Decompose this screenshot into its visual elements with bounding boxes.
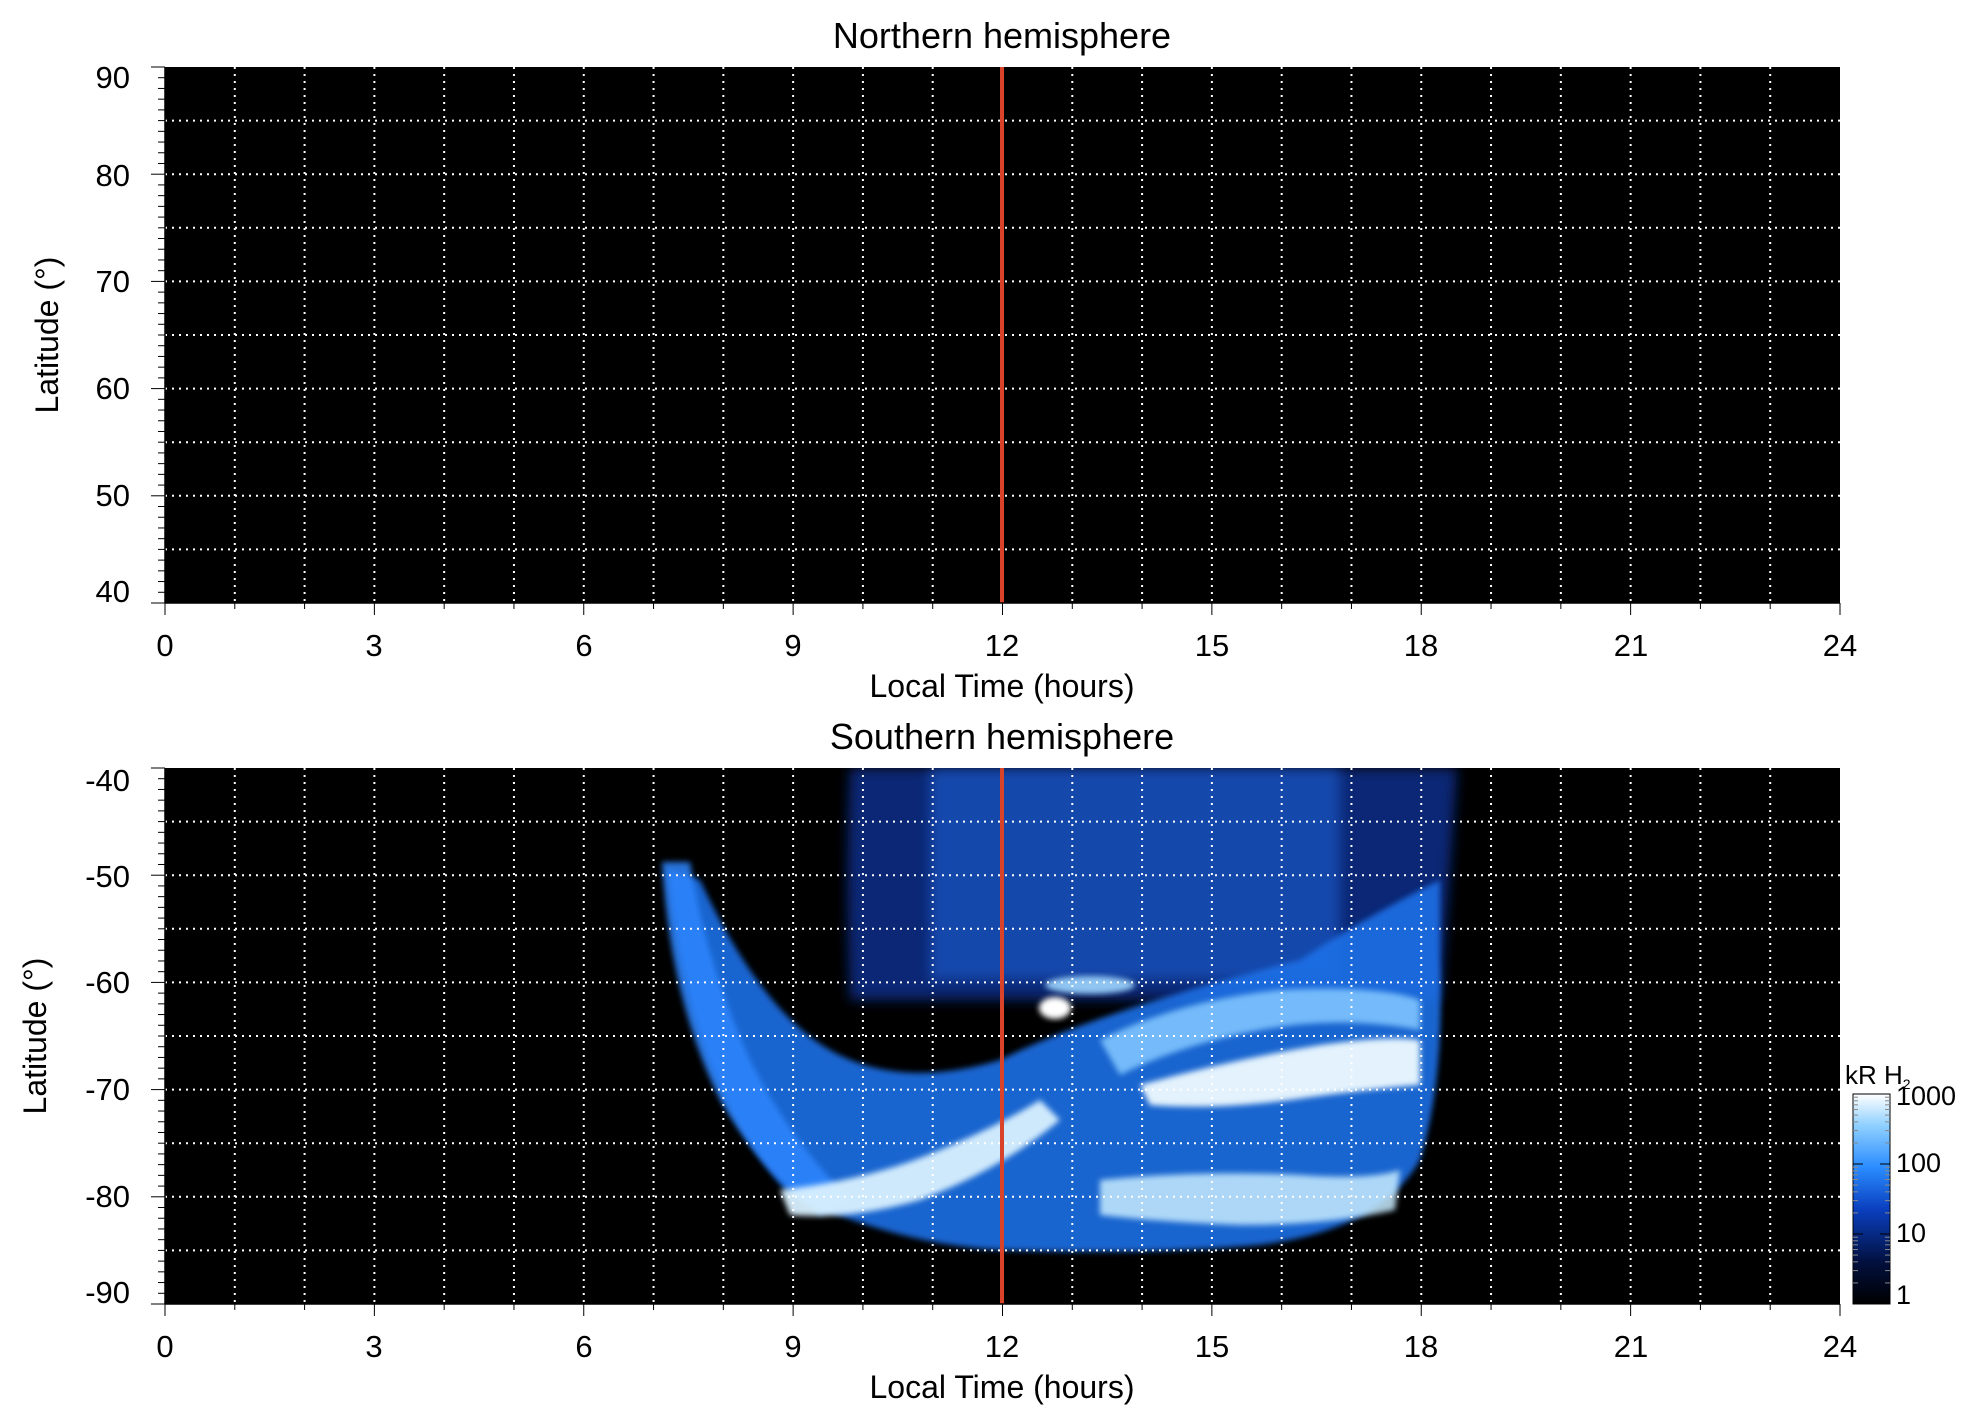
grid-lines (165, 67, 1840, 603)
x-tick-label: 24 (1823, 628, 1857, 663)
bright-oval-post-noon (1140, 1038, 1420, 1107)
main-oval-band (668, 870, 1441, 1252)
x-tick-label: 21 (1614, 1329, 1648, 1364)
x-tick-label: 6 (575, 628, 592, 663)
panel-title: Southern hemisphere (830, 716, 1174, 757)
colorbar-label: kR H2 (1845, 1060, 1911, 1092)
y-tick-label: -80 (85, 1179, 130, 1214)
y-minor-ticks (151, 66, 1841, 615)
noon-arc (1045, 976, 1135, 994)
x-tick-label: 3 (365, 1329, 382, 1364)
y-tick-label: 90 (96, 60, 130, 95)
x-tick-label: 18 (1404, 628, 1438, 663)
x-axis-label: Local Time (hours) (870, 668, 1135, 704)
y-axis-label: Latitude (°) (17, 958, 53, 1115)
colorbar-tick-label: 10 (1896, 1218, 1926, 1248)
x-tick-label: 9 (784, 1329, 801, 1364)
x-tick-label: 12 (985, 628, 1019, 663)
y-tick-label: -50 (85, 859, 130, 894)
y-tick-label: -70 (85, 1072, 130, 1107)
x-tick-label: 18 (1404, 1329, 1438, 1364)
x-tick-label: 15 (1195, 1329, 1229, 1364)
y-axis-label: Latitude (°) (29, 257, 65, 414)
dawn-arc-emission (662, 862, 850, 1215)
post-noon-diffuse-emission (930, 768, 1340, 980)
bright-oval-pre-noon (780, 1100, 1060, 1216)
y-tick-label: -60 (85, 965, 130, 1000)
y-tick-label: 70 (96, 264, 130, 299)
y-minor-ticks (151, 767, 1841, 1316)
y-tick-label: 40 (96, 574, 130, 609)
y-tick-label: -90 (85, 1275, 130, 1310)
panel-title: Northern hemisphere (833, 15, 1171, 56)
panel-northern: Northern hemisphere 90 80 70 60 50 40 0 … (29, 15, 1857, 704)
y-tick-label: 60 (96, 371, 130, 406)
oval-arc-upper (1100, 988, 1420, 1075)
x-axis-label: Local Time (hours) (870, 1369, 1135, 1405)
colorbar: kR H2 1000 100 10 1 (1845, 1060, 1956, 1310)
x-tick-label: 12 (985, 1329, 1019, 1364)
y-tick-label: -40 (85, 763, 130, 798)
y-tick-label: 80 (96, 158, 130, 193)
colorbar-gradient (1852, 1093, 1891, 1305)
y-tick-label: 50 (96, 478, 130, 513)
colorbar-minor-ticks (1853, 1096, 1890, 1305)
panel-southern: Southern hemisphere -40 -50 -60 -70 -80 (17, 716, 1857, 1405)
colorbar-tick-label: 1 (1896, 1280, 1911, 1310)
noon-bright-spot (1039, 997, 1071, 1019)
x-tick-label: 9 (784, 628, 801, 663)
x-tick-label: 24 (1823, 1329, 1857, 1364)
x-tick-label: 0 (156, 628, 173, 663)
x-tick-label: 0 (156, 1329, 173, 1364)
colorbar-tick-label: 100 (1896, 1148, 1941, 1178)
x-tick-label: 21 (1614, 628, 1648, 663)
colorbar-tick-label: 1000 (1896, 1081, 1956, 1111)
x-tick-label: 15 (1195, 628, 1229, 663)
x-tick-label: 3 (365, 628, 382, 663)
x-tick-label: 6 (575, 1329, 592, 1364)
